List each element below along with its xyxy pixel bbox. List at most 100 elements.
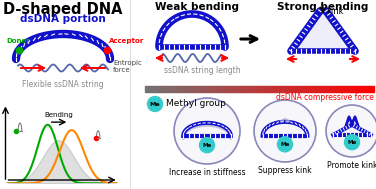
Text: Flexible ssDNA string: Flexible ssDNA string (22, 80, 104, 89)
Bar (229, 86, 230, 92)
Bar (289, 86, 290, 92)
Bar (284, 86, 285, 92)
Bar (174, 86, 175, 92)
Bar (270, 86, 271, 92)
Bar (236, 86, 237, 92)
Bar (204, 86, 205, 92)
Bar (226, 86, 227, 92)
Bar (203, 86, 204, 92)
Bar (365, 86, 366, 92)
Bar (194, 86, 195, 92)
Bar (332, 86, 333, 92)
Bar (271, 86, 272, 92)
Bar (155, 86, 156, 92)
Bar (148, 86, 149, 92)
Bar (176, 86, 177, 92)
Text: Me: Me (280, 142, 290, 147)
Text: Promote kink: Promote kink (327, 161, 376, 170)
Text: Increase in stiffness: Increase in stiffness (169, 168, 245, 177)
Bar (346, 86, 347, 92)
Bar (185, 86, 186, 92)
Bar (321, 86, 322, 92)
Bar (251, 86, 252, 92)
Bar (244, 86, 245, 92)
Bar (212, 86, 213, 92)
Bar (260, 86, 261, 92)
Bar (261, 86, 262, 92)
Bar (368, 86, 369, 92)
Text: ssDNA string length: ssDNA string length (164, 66, 240, 75)
Bar (336, 86, 337, 92)
Bar (330, 86, 331, 92)
Bar (302, 86, 303, 92)
Bar (275, 86, 276, 92)
Bar (324, 86, 325, 92)
Text: Weak bending: Weak bending (155, 2, 239, 12)
Text: Entropic
force: Entropic force (113, 60, 142, 73)
Bar (344, 86, 345, 92)
Bar (367, 86, 368, 92)
Bar (180, 86, 181, 92)
Bar (372, 86, 373, 92)
Bar (149, 86, 150, 92)
Text: Bending: Bending (45, 112, 73, 118)
Text: Suppress kink: Suppress kink (258, 166, 312, 175)
Bar (195, 86, 196, 92)
Circle shape (147, 97, 162, 112)
Bar (161, 86, 162, 92)
Bar (183, 86, 184, 92)
Bar (158, 86, 159, 92)
Bar (356, 86, 357, 92)
Text: Strong bending: Strong bending (277, 2, 369, 12)
Bar (165, 86, 166, 92)
Bar (295, 86, 296, 92)
Bar (269, 86, 270, 92)
Bar (156, 86, 157, 92)
Bar (307, 86, 308, 92)
Bar (170, 86, 171, 92)
Bar (222, 86, 223, 92)
Bar (282, 86, 283, 92)
Bar (318, 86, 319, 92)
Bar (354, 86, 355, 92)
Bar (233, 86, 234, 92)
Bar (257, 86, 258, 92)
Bar (325, 86, 326, 92)
Bar (234, 86, 235, 92)
Bar (246, 86, 247, 92)
Bar (283, 86, 284, 92)
Bar (216, 86, 217, 92)
Text: Methyl group: Methyl group (166, 99, 226, 108)
Bar (308, 86, 309, 92)
Bar (206, 86, 207, 92)
Bar (189, 86, 190, 92)
Bar (188, 86, 189, 92)
Bar (310, 86, 311, 92)
Bar (150, 86, 151, 92)
Bar (207, 86, 208, 92)
Bar (168, 86, 169, 92)
Bar (164, 86, 165, 92)
Bar (215, 86, 216, 92)
Bar (272, 86, 273, 92)
Bar (345, 86, 346, 92)
Bar (238, 86, 239, 92)
Bar (192, 86, 193, 92)
Bar (160, 86, 161, 92)
Bar (279, 86, 280, 92)
Bar (341, 86, 342, 92)
Bar (333, 86, 334, 92)
Bar (262, 86, 263, 92)
Bar (224, 86, 226, 92)
Text: D-shaped DNA: D-shaped DNA (3, 2, 123, 17)
Bar (255, 86, 256, 92)
Bar (256, 86, 257, 92)
Bar (237, 86, 238, 92)
Bar (175, 86, 176, 92)
Bar (320, 86, 321, 92)
Bar (228, 86, 229, 92)
Bar (276, 86, 277, 92)
Bar (184, 86, 185, 92)
Bar (173, 86, 174, 92)
Bar (335, 86, 336, 92)
